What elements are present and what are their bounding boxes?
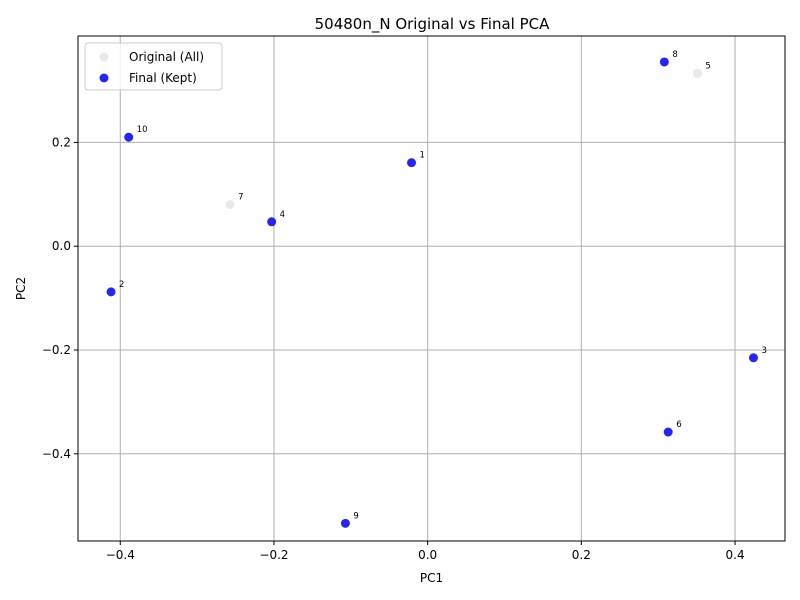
data-point [748, 353, 758, 363]
legend-label-final: Final (Kept) [129, 71, 197, 85]
point-label: 2 [119, 280, 124, 290]
data-point [340, 518, 350, 528]
data-points: 7 5 8 10 1 4 2 3 6 9 [106, 50, 767, 528]
data-point [124, 132, 134, 142]
point-label: 8 [672, 50, 677, 60]
data-point [267, 217, 277, 227]
x-tick-label: −0.2 [259, 548, 288, 562]
point-label: 3 [761, 346, 766, 356]
x-axis-title: PC1 [420, 571, 443, 585]
chart-title: 50480n_N Original vs Final PCA [315, 15, 550, 34]
data-point [659, 57, 669, 67]
data-point [106, 287, 116, 297]
point-label: 10 [137, 125, 148, 135]
point-label: 7 [238, 193, 243, 203]
x-tick-label: −0.4 [106, 548, 135, 562]
data-point [407, 158, 417, 168]
legend-marker-final [99, 73, 109, 83]
x-tick-label: 0.0 [418, 548, 437, 562]
x-tick-label: 0.4 [726, 548, 745, 562]
plot-frame [77, 35, 786, 542]
y-tick-label: 0.0 [52, 239, 71, 253]
point-label: 9 [353, 511, 358, 521]
y-tick-label: 0.2 [52, 135, 71, 149]
point-label: 1 [420, 151, 425, 161]
legend-frame [84, 42, 223, 91]
data-point [663, 427, 673, 437]
data-point [692, 68, 702, 78]
axis-ticks: −0.4 −0.2 0.0 0.2 0.4 −0.4 −0.2 0.0 0.2 [42, 135, 745, 562]
point-label: 5 [705, 61, 710, 71]
legend-label-original: Original (All) [129, 50, 204, 64]
legend: Original (All) Final (Kept) [84, 42, 223, 91]
data-point [225, 200, 235, 210]
y-axis-title: PC2 [14, 277, 28, 300]
grid-lines [78, 36, 785, 541]
point-label: 6 [676, 420, 681, 430]
legend-marker-original [99, 52, 109, 62]
y-tick-label: −0.4 [42, 447, 71, 461]
point-label: 4 [280, 210, 285, 220]
y-tick-label: −0.2 [42, 343, 71, 357]
x-tick-label: 0.2 [572, 548, 591, 562]
